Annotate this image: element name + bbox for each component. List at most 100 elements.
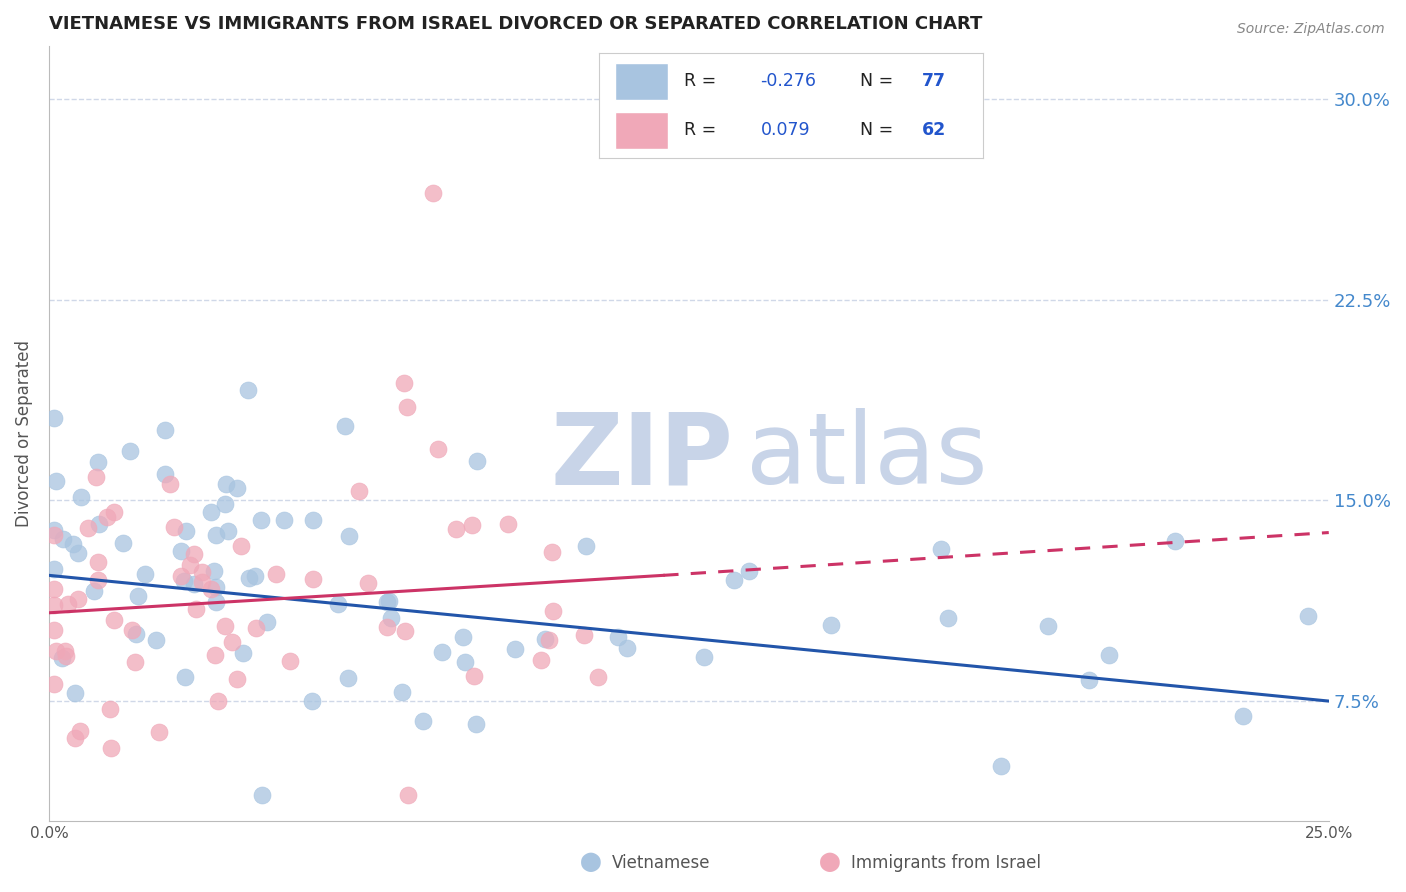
Point xyxy=(820,618,842,632)
Point xyxy=(153,423,176,437)
Point xyxy=(243,569,266,583)
Point xyxy=(163,520,186,534)
Point xyxy=(86,573,108,587)
Point xyxy=(380,611,402,625)
Point xyxy=(112,536,135,550)
Point xyxy=(1296,608,1319,623)
Point xyxy=(264,567,287,582)
Point xyxy=(226,672,249,686)
Point xyxy=(217,524,239,538)
Point xyxy=(148,724,170,739)
Point xyxy=(444,523,467,537)
Point xyxy=(183,547,205,561)
Point xyxy=(205,595,228,609)
Point xyxy=(67,546,90,560)
Point xyxy=(62,537,84,551)
Point xyxy=(170,569,193,583)
Point xyxy=(204,580,226,594)
Point xyxy=(250,788,273,802)
Point xyxy=(169,543,191,558)
Text: Source: ZipAtlas.com: Source: ZipAtlas.com xyxy=(1237,22,1385,37)
Point xyxy=(204,528,226,542)
Point xyxy=(422,186,444,200)
Point xyxy=(55,644,77,658)
Point xyxy=(184,602,207,616)
Point xyxy=(616,641,638,656)
Point xyxy=(204,648,226,662)
Point xyxy=(738,564,761,578)
Point xyxy=(221,635,243,649)
Point xyxy=(96,510,118,524)
Point xyxy=(929,542,952,557)
Point xyxy=(190,565,212,579)
Point xyxy=(465,453,488,467)
Point xyxy=(723,574,745,588)
Point xyxy=(250,513,273,527)
Point xyxy=(530,653,553,667)
Point xyxy=(124,627,146,641)
Point xyxy=(42,623,65,637)
Text: ⬤: ⬤ xyxy=(818,853,841,872)
Point xyxy=(89,516,111,531)
Point xyxy=(42,411,65,425)
Point xyxy=(76,520,98,534)
Point xyxy=(159,476,181,491)
Point xyxy=(454,655,477,669)
Point xyxy=(395,400,418,414)
Point xyxy=(465,717,488,731)
Point xyxy=(42,527,65,541)
Point xyxy=(572,627,595,641)
Point xyxy=(1164,534,1187,549)
Point xyxy=(103,505,125,519)
Point xyxy=(394,624,416,638)
Point xyxy=(336,671,359,685)
Point xyxy=(301,694,323,708)
Point xyxy=(86,470,108,484)
Point xyxy=(990,759,1012,773)
Point xyxy=(256,615,278,629)
Point xyxy=(118,443,141,458)
Point xyxy=(538,633,561,648)
Point xyxy=(231,646,253,660)
Point xyxy=(42,562,65,576)
Point xyxy=(215,476,238,491)
Point xyxy=(273,513,295,527)
Text: VIETNAMESE VS IMMIGRANTS FROM ISRAEL DIVORCED OR SEPARATED CORRELATION CHART: VIETNAMESE VS IMMIGRANTS FROM ISRAEL DIV… xyxy=(49,15,983,33)
Point xyxy=(302,572,325,586)
Point xyxy=(357,575,380,590)
Point xyxy=(52,532,75,546)
Point xyxy=(42,677,65,691)
Point xyxy=(392,376,415,390)
Point xyxy=(179,558,201,572)
Point xyxy=(391,685,413,699)
Point xyxy=(280,654,302,668)
Point xyxy=(333,419,356,434)
Point xyxy=(214,619,236,633)
Point xyxy=(45,644,67,658)
Point xyxy=(541,604,564,618)
Point xyxy=(51,651,73,665)
Point xyxy=(936,611,959,625)
Point xyxy=(202,564,225,578)
Point xyxy=(63,731,86,746)
Point xyxy=(42,582,65,597)
Point xyxy=(200,582,222,596)
Point xyxy=(124,655,146,669)
Point xyxy=(1232,709,1254,723)
Point xyxy=(100,702,122,716)
Point xyxy=(586,670,609,684)
Point xyxy=(496,516,519,531)
Point xyxy=(245,621,267,635)
Point xyxy=(56,598,79,612)
Point xyxy=(69,490,91,504)
Point xyxy=(134,567,156,582)
Point xyxy=(337,529,360,543)
Point xyxy=(575,539,598,553)
Point xyxy=(426,442,449,456)
Point xyxy=(693,649,716,664)
Point xyxy=(173,574,195,588)
Text: ⬤: ⬤ xyxy=(579,853,602,872)
Point xyxy=(67,591,90,606)
Point xyxy=(153,467,176,481)
Text: Immigrants from Israel: Immigrants from Israel xyxy=(851,855,1040,872)
